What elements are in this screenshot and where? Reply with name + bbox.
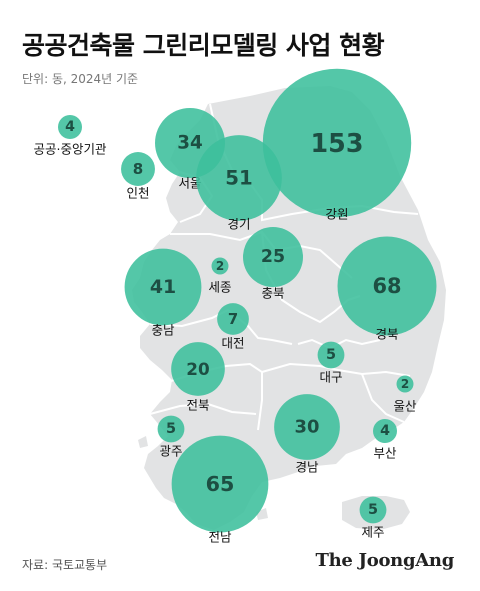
bubble-group: 65 전남 bbox=[171, 435, 269, 545]
bubble-group: 4 공공·중앙기관 bbox=[34, 115, 107, 157]
bubble-value-label: 5 bbox=[326, 347, 336, 363]
region-name-label: 강원 bbox=[325, 207, 348, 222]
region-name-label: 대전 bbox=[221, 336, 244, 351]
bubble-group: 8 인천 bbox=[121, 152, 155, 201]
bubble-group: 30 경남 bbox=[274, 394, 340, 475]
brand-logo: The JoongAng bbox=[315, 550, 455, 571]
region-name-label: 울산 bbox=[393, 399, 417, 414]
bubble-value-label: 5 bbox=[368, 502, 378, 518]
region-bubble bbox=[211, 257, 229, 275]
region-bubble bbox=[124, 248, 202, 326]
bubble-value-label: 4 bbox=[380, 423, 390, 439]
bubble-value-label: 68 bbox=[372, 274, 401, 298]
bubble-value-label: 4 bbox=[65, 119, 75, 135]
bubble-value-label: 2 bbox=[401, 377, 409, 391]
region-name-label: 서울 bbox=[178, 176, 201, 191]
region-bubble bbox=[317, 341, 345, 369]
bubble-group: 41 충남 bbox=[124, 248, 202, 338]
bubble-value-label: 25 bbox=[261, 247, 285, 267]
bubble-group: 5 광주 bbox=[157, 415, 185, 459]
bubble-value-label: 41 bbox=[150, 276, 176, 298]
bubble-group: 25 충북 bbox=[243, 227, 303, 301]
bubble-group: 7 대전 bbox=[217, 303, 249, 351]
bubble-group: 153 강원 bbox=[262, 68, 412, 222]
region-name-label: 인천 bbox=[126, 186, 149, 201]
region-bubble bbox=[396, 375, 414, 393]
region-name-label: 경기 bbox=[227, 217, 250, 232]
bubble-value-label: 153 bbox=[311, 128, 364, 158]
region-bubble bbox=[196, 135, 282, 221]
bubble-value-label: 30 bbox=[295, 417, 320, 438]
bubble-value-label: 34 bbox=[177, 133, 202, 154]
bubble-group: 4 부산 bbox=[373, 419, 397, 461]
region-bubble bbox=[217, 303, 249, 335]
region-bubble bbox=[171, 342, 225, 396]
bubble-group: 20 전북 bbox=[171, 342, 225, 413]
bubble-group: 51 경기 bbox=[196, 135, 282, 232]
bubble-group: 2 울산 bbox=[393, 375, 417, 414]
bubble-value-label: 2 bbox=[216, 259, 224, 273]
region-bubble bbox=[274, 394, 340, 460]
bubble-group: 68 경북 bbox=[337, 236, 437, 342]
region-name-label: 경북 bbox=[375, 327, 398, 342]
bubble-value-label: 7 bbox=[228, 310, 238, 328]
bubble-group: 5 제주 bbox=[359, 496, 387, 540]
bubble-value-label: 51 bbox=[225, 167, 252, 190]
region-name-label: 전북 bbox=[186, 398, 209, 413]
page-title: 공공건축물 그린리모델링 사업 현황 bbox=[22, 31, 385, 60]
region-bubble bbox=[359, 496, 387, 524]
region-name-label: 광주 bbox=[159, 444, 182, 459]
unit-note: 단위: 동, 2024년 기준 bbox=[22, 72, 139, 86]
bubble-value-label: 65 bbox=[206, 472, 235, 496]
region-name-label: 대구 bbox=[319, 370, 342, 385]
bubble-value-label: 5 bbox=[166, 421, 176, 437]
region-bubble bbox=[171, 435, 269, 533]
region-name-label: 세종 bbox=[208, 280, 231, 295]
region-name-label: 충남 bbox=[151, 323, 175, 338]
region-name-label: 공공·중앙기관 bbox=[34, 142, 107, 157]
region-bubble bbox=[121, 152, 155, 186]
region-name-label: 경남 bbox=[295, 460, 319, 475]
region-bubble bbox=[58, 115, 82, 139]
bubble-group: 5 대구 bbox=[317, 341, 345, 385]
bubble-group: 2 세종 bbox=[208, 257, 232, 295]
region-bubble bbox=[157, 415, 185, 443]
region-bubble bbox=[262, 68, 412, 218]
region-name-label: 전남 bbox=[208, 530, 232, 545]
region-name-label: 부산 bbox=[373, 446, 397, 461]
region-name-label: 충북 bbox=[261, 286, 284, 301]
region-name-label: 제주 bbox=[361, 525, 384, 540]
source-note: 자료: 국토교통부 bbox=[22, 558, 108, 572]
region-bubble bbox=[337, 236, 437, 336]
region-bubble bbox=[373, 419, 397, 443]
bubble-value-label: 8 bbox=[133, 160, 143, 178]
bubble-value-label: 20 bbox=[186, 359, 209, 379]
region-bubble bbox=[243, 227, 303, 287]
